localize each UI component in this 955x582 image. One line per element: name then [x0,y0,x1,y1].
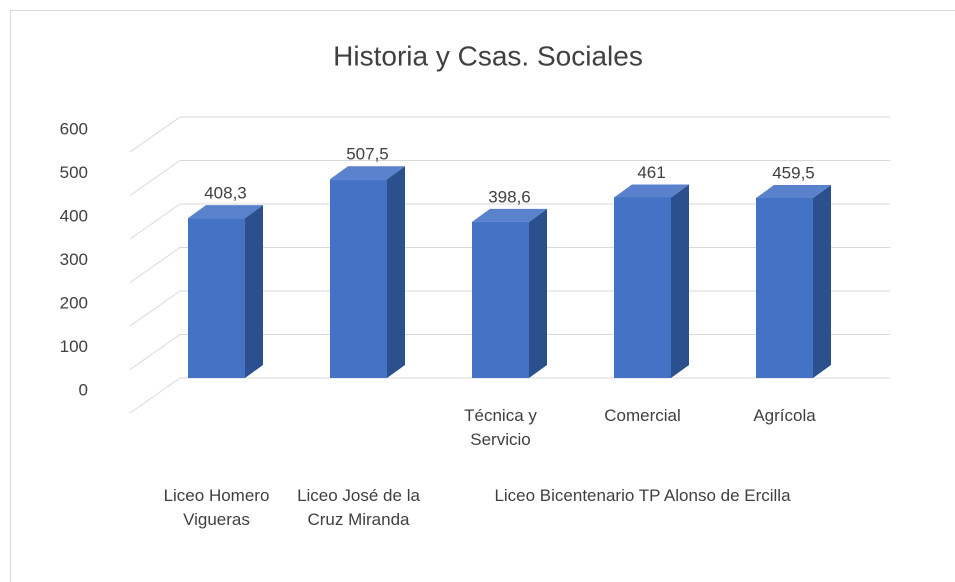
y-tick-label: 400 [60,206,88,225]
chart-title: Historia y Csas. Sociales [333,40,643,71]
y-tick-label: 100 [60,337,88,356]
grid-line [129,160,890,196]
x-tick-label: Comercial [604,406,681,425]
bar [614,184,689,378]
data-label: 459,5 [772,164,815,183]
group-label: Liceo Bicentenario TP Alonso de Ercilla [494,486,791,505]
y-tick-label: 500 [60,163,88,182]
bar-front [614,197,671,378]
bar [472,208,547,378]
data-label: 461 [637,163,665,182]
grid-line [129,116,890,153]
bar-top [188,205,263,219]
bar-side [813,185,831,378]
bar-side [529,208,547,378]
bar-front [188,218,245,378]
y-tick-label: 600 [60,119,88,138]
bar-side [387,166,405,378]
bar-side [245,205,263,378]
y-tick-label: 0 [79,380,88,399]
bar-side [671,184,689,378]
bar-front [756,198,813,378]
group-label: Liceo Homero Vigueras [163,486,270,529]
bar [330,166,405,378]
data-label: 398,6 [488,187,531,206]
x-tick-label: Técnica y Servicio [464,406,537,449]
bar [756,185,831,378]
bar-front [330,179,387,378]
bar-top [614,184,689,198]
group-label: Liceo José de la Cruz Miranda [297,486,420,529]
bar-top [472,208,547,222]
bar-top [330,166,405,180]
data-label: 507,5 [346,145,389,164]
bar-front [472,221,529,378]
chart-border [10,10,955,582]
x-tick-label: Agrícola [753,406,816,425]
data-label: 408,3 [204,184,247,203]
y-tick-label: 200 [60,293,88,312]
bar [188,205,263,378]
y-tick-label: 300 [60,250,88,269]
bar-top [756,185,831,199]
